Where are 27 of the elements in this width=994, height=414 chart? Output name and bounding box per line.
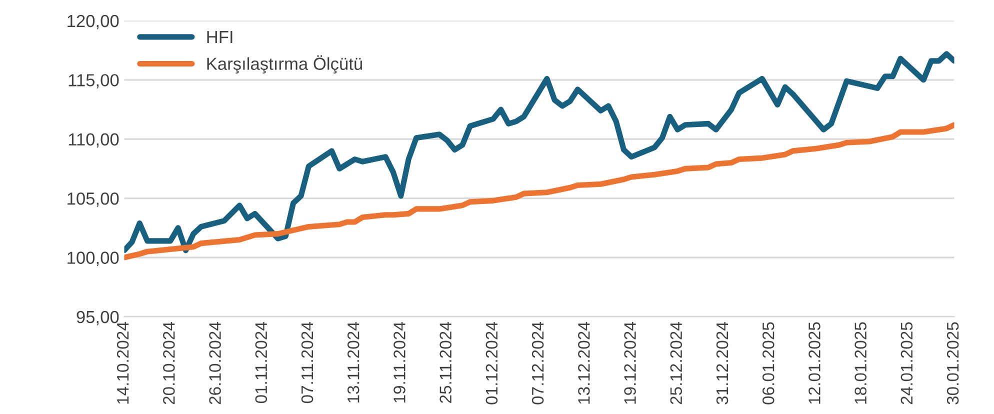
x-tick-label: 12.01.2025 [808,322,820,404]
y-tick-label: 110,00 [68,133,119,148]
x-tick-label: 20.10.2024 [163,322,175,404]
x-tick-label: 07.12.2024 [532,322,544,404]
x-tick-label: 01.11.2024 [255,322,268,404]
legend-label: Karşılaştırma Ölçütü [207,55,362,74]
x-tick-label: 18.01.2025 [854,322,866,404]
x-tick-label: 25.12.2024 [670,322,682,404]
x-tick-label: 19.11.2024 [394,322,406,402]
x-tick-label: 06.01.2025 [762,322,774,404]
y-tick-label: 115,00 [68,74,119,88]
x-tick-label: 14.10.2024 [116,322,129,404]
x-tick-label: 24.01.2025 [900,322,913,404]
y-tick-label: 100,00 [68,252,119,266]
x-tick-label: 30.01.2025 [946,322,959,404]
x-tick-label: 07.11.2024 [301,322,314,404]
x-tick-label: 26.10.2024 [209,322,221,404]
x-tick-label: 25.11.2024 [440,322,452,403]
legend-label: HFI [207,31,232,43]
x-tick-label: 13.11.2024 [347,322,360,402]
x-tick-label: 31.12.2024 [716,322,728,404]
y-tick-label: 105,00 [68,192,119,207]
x-tick-label: 13.12.2024 [578,322,590,404]
x-tick-label: 19.12.2024 [624,322,636,404]
y-tick-label: 120,00 [68,14,119,30]
y-tick-label: 95,00 [76,310,119,326]
x-tick-label: 01.12.2024 [486,322,498,404]
